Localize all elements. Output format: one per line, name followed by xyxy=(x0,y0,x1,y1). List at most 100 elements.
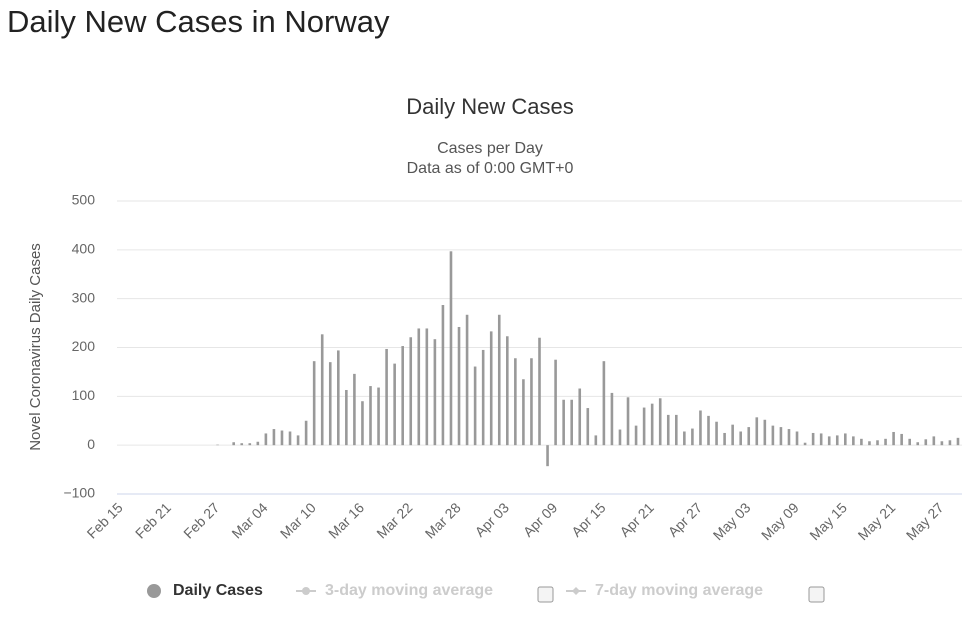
bar xyxy=(619,430,622,446)
x-tick-label: Apr 15 xyxy=(568,499,609,540)
y-tick-label: 500 xyxy=(72,192,96,208)
bar xyxy=(796,431,799,445)
bar xyxy=(289,431,292,445)
bar xyxy=(667,415,670,445)
bar xyxy=(265,433,268,445)
bar xyxy=(417,328,420,445)
bar xyxy=(313,361,316,445)
bar xyxy=(683,431,686,445)
bar xyxy=(281,431,284,446)
bar xyxy=(916,442,919,445)
bar xyxy=(434,339,437,445)
x-tick-label: Mar 04 xyxy=(228,499,270,541)
y-tick-label: −100 xyxy=(63,485,95,501)
bar xyxy=(297,435,300,445)
checkbox[interactable] xyxy=(809,587,824,602)
bar xyxy=(530,358,533,445)
bar xyxy=(474,367,477,446)
bar xyxy=(949,440,952,445)
bar xyxy=(232,442,235,445)
x-tick-label: Feb 27 xyxy=(180,499,222,541)
legend-entry[interactable]: Daily Cases xyxy=(173,582,263,599)
bar xyxy=(755,417,758,445)
bar xyxy=(385,349,388,445)
bar xyxy=(442,305,445,445)
bar xyxy=(345,390,348,445)
bar xyxy=(844,433,847,445)
x-tick-label: Apr 09 xyxy=(520,499,561,540)
bar xyxy=(538,338,541,445)
bar xyxy=(788,429,791,445)
legend-symbol[interactable] xyxy=(302,587,310,595)
bar xyxy=(876,440,879,445)
checkbox[interactable] xyxy=(538,587,553,602)
bar xyxy=(739,431,742,445)
bar xyxy=(458,327,461,445)
legend-symbol[interactable] xyxy=(572,587,580,595)
bar xyxy=(900,434,903,445)
x-tick-label: Mar 28 xyxy=(422,499,464,541)
bar xyxy=(603,361,606,445)
bar xyxy=(409,337,412,445)
bar xyxy=(941,441,944,445)
bar xyxy=(393,364,396,446)
chart-title: Daily New Cases xyxy=(406,94,574,119)
bar xyxy=(546,445,549,466)
bar xyxy=(248,443,251,445)
bar xyxy=(321,334,324,445)
bar xyxy=(514,358,517,445)
bar xyxy=(699,410,702,445)
bar xyxy=(908,439,911,445)
bar xyxy=(860,439,863,445)
x-tick-label: Mar 16 xyxy=(325,499,367,541)
x-tick-label: Apr 27 xyxy=(665,499,706,540)
bar xyxy=(595,435,598,445)
x-tick-label: Feb 21 xyxy=(132,499,174,541)
bar xyxy=(522,379,525,445)
y-tick-label: 200 xyxy=(72,338,96,354)
bar xyxy=(780,427,783,445)
bar xyxy=(353,374,356,445)
bar xyxy=(498,315,501,445)
bar xyxy=(731,425,734,446)
bar xyxy=(924,439,927,445)
bar xyxy=(772,426,775,446)
bar xyxy=(764,420,767,445)
y-tick-label: 0 xyxy=(87,436,95,452)
bar xyxy=(957,438,960,445)
bar xyxy=(828,436,831,445)
chart-subtitle: Data as of 0:00 GMT+0 xyxy=(407,160,574,177)
bar xyxy=(820,433,823,445)
y-axis-label: Novel Coronavirus Daily Cases xyxy=(27,243,44,451)
bar xyxy=(578,389,581,446)
bar xyxy=(715,422,718,445)
x-tick-label: Mar 10 xyxy=(277,499,319,541)
bar xyxy=(401,346,404,445)
legend-entry[interactable]: 7-day moving average xyxy=(595,582,763,599)
x-tick-label: Apr 03 xyxy=(472,499,513,540)
bar xyxy=(273,429,276,445)
bar xyxy=(635,426,638,446)
y-tick-label: 400 xyxy=(72,241,96,257)
legend-symbol[interactable] xyxy=(147,584,161,598)
bar xyxy=(852,436,855,445)
x-tick-label: Feb 15 xyxy=(84,499,126,541)
bar xyxy=(627,397,630,445)
bar xyxy=(675,415,678,445)
bar xyxy=(361,401,364,445)
chart-subtitle: Cases per Day xyxy=(437,140,543,157)
legend-entry[interactable]: 3-day moving average xyxy=(325,582,493,599)
bar xyxy=(506,336,509,445)
x-tick-label: Mar 22 xyxy=(373,499,415,541)
page-title: Daily New Cases in Norway xyxy=(7,4,390,39)
bar xyxy=(804,443,807,445)
bar xyxy=(337,350,340,445)
x-tick-label: May 27 xyxy=(903,499,947,543)
x-tick-label: May 15 xyxy=(806,499,850,543)
x-tick-label: May 03 xyxy=(710,499,754,543)
bar xyxy=(586,408,589,445)
bar xyxy=(305,421,308,445)
bar xyxy=(611,393,614,445)
